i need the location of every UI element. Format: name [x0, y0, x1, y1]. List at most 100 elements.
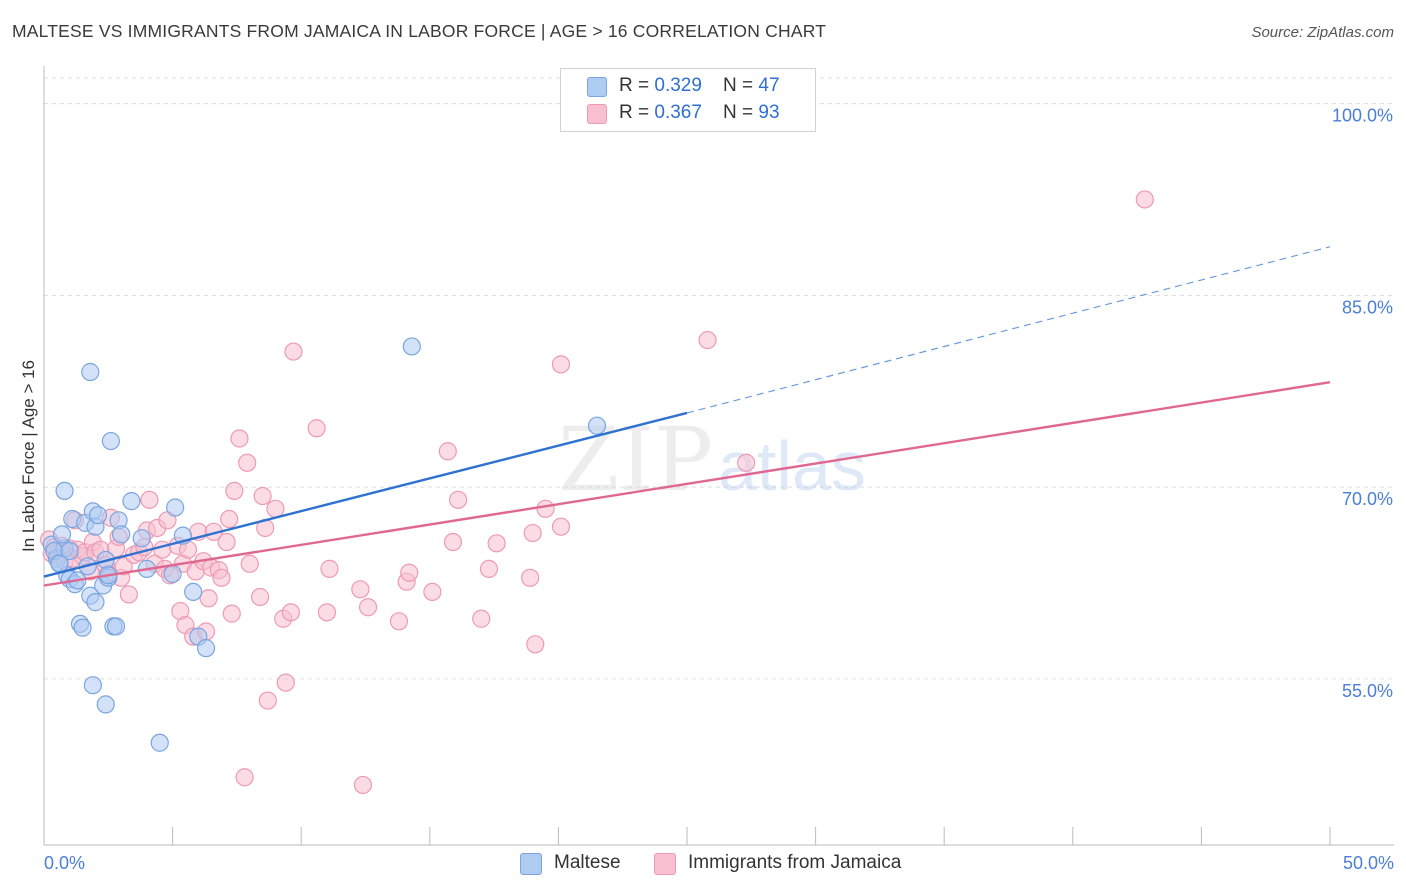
maltese-point	[112, 525, 131, 544]
bottom-maltese-label: Maltese	[554, 852, 621, 873]
maltese-point	[106, 617, 126, 636]
jamaica-point	[536, 499, 555, 518]
jamaica-point	[423, 582, 442, 601]
jamaica-point	[358, 598, 378, 617]
jamaica-point	[737, 453, 756, 472]
jamaica-point	[114, 557, 133, 576]
jamaica-point	[389, 612, 409, 631]
maltese-point	[52, 525, 72, 544]
jamaica-point	[400, 563, 419, 582]
jamaica-point	[212, 568, 231, 587]
bottom-jamaica-swatch	[654, 853, 676, 875]
jamaica-point	[222, 604, 241, 623]
legend: R = 0.329 N = 47 R = 0.367 N = 93	[560, 68, 816, 132]
maltese-point	[50, 554, 69, 573]
maltese-swatch	[587, 77, 607, 97]
bottom-jamaica-label: Immigrants from Jamaica	[688, 852, 902, 873]
jamaica-point	[438, 442, 457, 461]
jamaica-point	[284, 342, 303, 361]
jamaica-point	[698, 330, 717, 350]
maltese-r-value: 0.329	[654, 75, 702, 96]
maltese-point	[96, 695, 115, 714]
maltese-point	[101, 431, 120, 451]
jamaica-point	[266, 499, 285, 518]
x-tick-label-max: 50.0%	[1343, 853, 1394, 873]
maltese-point	[402, 337, 421, 356]
y-tick-label: 70.0%	[1342, 489, 1393, 509]
y-tick-label: 100.0%	[1332, 106, 1393, 126]
maltese-point	[196, 639, 216, 658]
watermark-zip: ZIP	[558, 408, 713, 511]
jamaica-point	[521, 568, 540, 587]
jamaica-point	[276, 673, 295, 692]
jamaica-point	[220, 509, 239, 529]
chart-title: MALTESE VS IMMIGRANTS FROM JAMAICA IN LA…	[12, 21, 827, 41]
jamaica-point	[551, 517, 571, 536]
maltese-point	[166, 498, 185, 517]
maltese-point	[55, 481, 74, 501]
jamaica-point	[217, 532, 236, 552]
jamaica-point	[253, 486, 272, 506]
jamaica-point	[235, 768, 254, 787]
maltese-point	[81, 362, 100, 382]
axes	[43, 66, 1394, 846]
maltese-point	[73, 618, 92, 637]
jamaica-point	[1135, 190, 1154, 209]
tick-labels: 55.0% 70.0% 85.0% 100.0% 0.0% 50.0%	[44, 106, 1394, 873]
maltese-point	[163, 564, 182, 584]
jamaica-n-value: 93	[758, 102, 780, 123]
maltese-point	[587, 416, 607, 435]
maltese-r-label: R =	[619, 75, 655, 96]
jamaica-point	[230, 429, 249, 448]
source-credit: Source: ZipAtlas.com	[1251, 24, 1394, 41]
jamaica-point	[240, 554, 259, 573]
jamaica-point	[551, 355, 571, 374]
maltese-point	[83, 676, 102, 695]
data-points	[40, 190, 1154, 795]
jamaica-point	[479, 559, 499, 578]
jamaica-point	[351, 580, 370, 599]
maltese-trend-line	[43, 411, 688, 578]
jamaica-point	[353, 775, 373, 795]
jamaica-trend-line	[43, 381, 1331, 587]
maltese-point	[88, 506, 108, 525]
jamaica-point	[250, 587, 270, 607]
jamaica-point	[140, 490, 159, 509]
jamaica-point	[238, 453, 257, 472]
y-tick-label: 85.0%	[1342, 297, 1393, 317]
jamaica-swatch	[587, 104, 607, 124]
trend-lines	[43, 246, 1331, 587]
jamaica-r-label: R =	[619, 102, 655, 123]
jamaica-point	[526, 635, 545, 654]
maltese-point	[132, 529, 151, 548]
maltese-n-value: 47	[758, 75, 780, 96]
jamaica-point	[487, 534, 506, 553]
jamaica-point	[119, 585, 138, 604]
jamaica-r-value: 0.367	[654, 102, 702, 123]
maltese-n-label: N =	[723, 75, 759, 96]
maltese-trend-extension	[686, 246, 1331, 414]
x-tick-label-min: 0.0%	[44, 853, 85, 873]
y-tick-label: 55.0%	[1342, 681, 1393, 701]
y-axis-title: In Labor Force | Age > 16	[19, 360, 38, 552]
bottom-maltese-swatch	[520, 853, 542, 875]
jamaica-point	[472, 609, 491, 628]
maltese-point	[122, 492, 141, 511]
jamaica-point	[320, 559, 339, 578]
jamaica-point	[199, 589, 218, 608]
jamaica-point	[225, 481, 244, 501]
jamaica-point	[448, 490, 468, 509]
jamaica-point	[317, 603, 337, 622]
jamaica-point	[307, 419, 326, 438]
maltese-point	[184, 582, 203, 601]
jamaica-point	[281, 603, 301, 622]
jamaica-point	[443, 532, 463, 552]
jamaica-point	[258, 691, 277, 710]
grid-lines	[44, 77, 1394, 680]
maltese-point	[86, 593, 105, 612]
maltese-point	[60, 541, 79, 561]
jamaica-point	[523, 523, 542, 543]
maltese-point	[150, 733, 169, 752]
jamaica-n-label: N =	[723, 102, 759, 123]
